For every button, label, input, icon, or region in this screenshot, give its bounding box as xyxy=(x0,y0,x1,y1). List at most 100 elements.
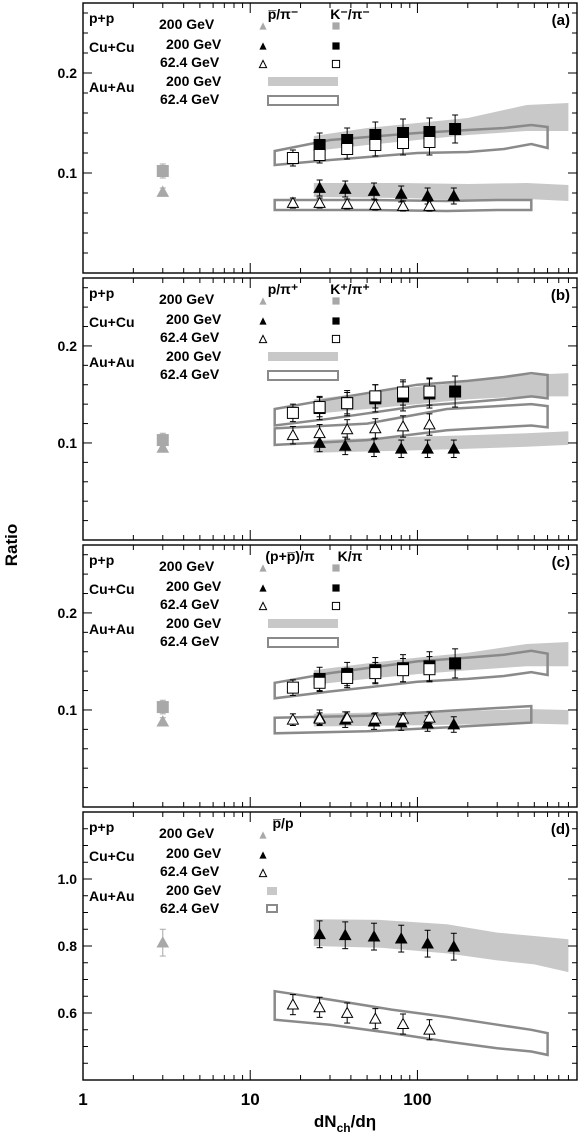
data-point xyxy=(340,711,354,723)
legend-marker xyxy=(259,42,267,50)
y-tick-label: 0.2 xyxy=(58,338,78,354)
panel-b: 0.1 0.2 (b) p+p Cu+Cu Au+Au 200 GeV 200 GeV 62.4… xyxy=(58,277,578,541)
data-point xyxy=(286,713,300,725)
auau62-band-outline-1 xyxy=(273,989,549,1057)
x-axis-label-tail: /dη xyxy=(351,1112,377,1131)
legend-energy: 62.4 GeV xyxy=(160,54,220,70)
legend-system-cucu: Cu+Cu xyxy=(89,581,135,597)
data-point xyxy=(156,434,169,447)
data-point xyxy=(423,417,436,430)
legend-energy: 62.4 GeV xyxy=(160,329,220,345)
y-tick-label: 0.6 xyxy=(58,1005,78,1021)
data-point xyxy=(368,1012,382,1024)
data-point xyxy=(447,940,461,952)
legend-swatch-auau200 xyxy=(267,887,277,895)
data-point xyxy=(447,189,461,201)
data-point xyxy=(421,717,434,729)
data-point xyxy=(423,1023,436,1035)
legend-system-auau: Au+Au xyxy=(89,354,135,370)
data-point xyxy=(313,712,326,724)
legend-marker xyxy=(332,22,340,30)
y-tick-label: 0.1 xyxy=(58,165,78,181)
legend-marker xyxy=(259,297,267,305)
legend-marker xyxy=(259,22,267,30)
data-point xyxy=(449,123,462,135)
data-point xyxy=(156,185,170,197)
data-point xyxy=(447,442,461,454)
data-point xyxy=(396,199,410,211)
data-point xyxy=(368,421,382,434)
legend-energy: 200 GeV xyxy=(159,291,215,307)
data-point xyxy=(286,998,300,1010)
y-tick-label: 0.2 xyxy=(58,605,78,621)
data-point xyxy=(369,139,382,151)
auau62-band-outline-3 xyxy=(273,402,549,447)
legend-marker xyxy=(259,831,267,839)
data-point xyxy=(313,401,326,414)
data-point xyxy=(286,428,300,441)
data-point xyxy=(449,657,462,670)
legend-marker xyxy=(332,317,340,325)
legend-energy: 62.4 GeV xyxy=(160,91,220,107)
data-point xyxy=(447,717,461,730)
data-point xyxy=(313,676,326,689)
data-point xyxy=(397,137,410,149)
data-point xyxy=(338,928,352,941)
legend-energy: 200 GeV xyxy=(159,558,215,574)
x-axis-label-main: dN xyxy=(314,1112,337,1131)
data-point xyxy=(369,667,382,680)
legend-energy: 62.4 GeV xyxy=(160,596,220,612)
legend-energy: 200 GeV xyxy=(166,311,222,327)
data-point xyxy=(421,937,434,949)
legend-marker xyxy=(332,564,340,572)
legend-header: p̅/p xyxy=(272,815,293,831)
legend-energy: 200 GeV xyxy=(166,845,222,861)
data-point xyxy=(423,711,436,723)
legend-swatch-auau62 xyxy=(267,95,339,106)
legend-marker xyxy=(331,334,341,344)
data-point xyxy=(338,439,352,451)
y-tick-label: 1.0 xyxy=(58,871,78,887)
legend-swatch-auau62 xyxy=(266,904,278,913)
legend-energy: 62.4 GeV xyxy=(160,863,220,879)
legend-energy: 200 GeV xyxy=(159,825,215,841)
data-point xyxy=(341,397,354,410)
legend-marker xyxy=(259,851,267,859)
legend-marker xyxy=(259,317,267,325)
x-axis-label-subscript: ch xyxy=(337,1121,351,1133)
legend-marker xyxy=(258,59,268,69)
data-point xyxy=(368,712,382,724)
legend-energy: 62.4 GeV xyxy=(160,633,220,649)
data-point xyxy=(313,426,326,439)
data-point xyxy=(156,936,170,948)
legend-system-pp: p+p xyxy=(89,10,114,26)
panel-d: 0.6 0.8 1.0 (d) p+p Cu+Cu Au+Au 200 GeV 200 GeV 6… xyxy=(58,811,578,1081)
legend-energy: 200 GeV xyxy=(166,578,222,594)
legend-swatch-auau200 xyxy=(268,77,338,86)
legend-energy: 200 GeV xyxy=(159,16,215,32)
legend-header: K⁻/π⁻ xyxy=(330,6,370,22)
data-point xyxy=(396,712,410,724)
data-point xyxy=(341,143,354,155)
data-point xyxy=(286,681,299,694)
legend-system-cucu: Cu+Cu xyxy=(89,314,135,330)
auau200-band-0 xyxy=(313,919,569,973)
data-point xyxy=(340,1006,354,1018)
data-point xyxy=(367,930,381,942)
x-tick-labels: 1 10 100 xyxy=(78,1090,431,1109)
legend-marker xyxy=(331,59,341,69)
legend-system-auau: Au+Au xyxy=(89,79,135,95)
data-point xyxy=(394,442,408,454)
legend-marker xyxy=(259,584,267,592)
panels: 0.1 0.2 (a) p+p Cu+Cu Au+Au 200 GeV 200 GeV 62.4… xyxy=(58,2,578,1081)
data-point xyxy=(449,385,462,398)
legend-energy: 62.4 GeV xyxy=(160,900,220,916)
legend-swatch-auau62 xyxy=(267,637,339,648)
legend-header: p/π⁺ xyxy=(268,281,299,297)
legend-energy: 200 GeV xyxy=(166,882,222,898)
x-tick-label: 1 xyxy=(78,1090,87,1109)
data-point xyxy=(423,663,436,676)
y-axis-label: Ratio xyxy=(2,524,21,567)
y-tick-label: 0.1 xyxy=(58,702,78,718)
data-point xyxy=(369,390,382,403)
